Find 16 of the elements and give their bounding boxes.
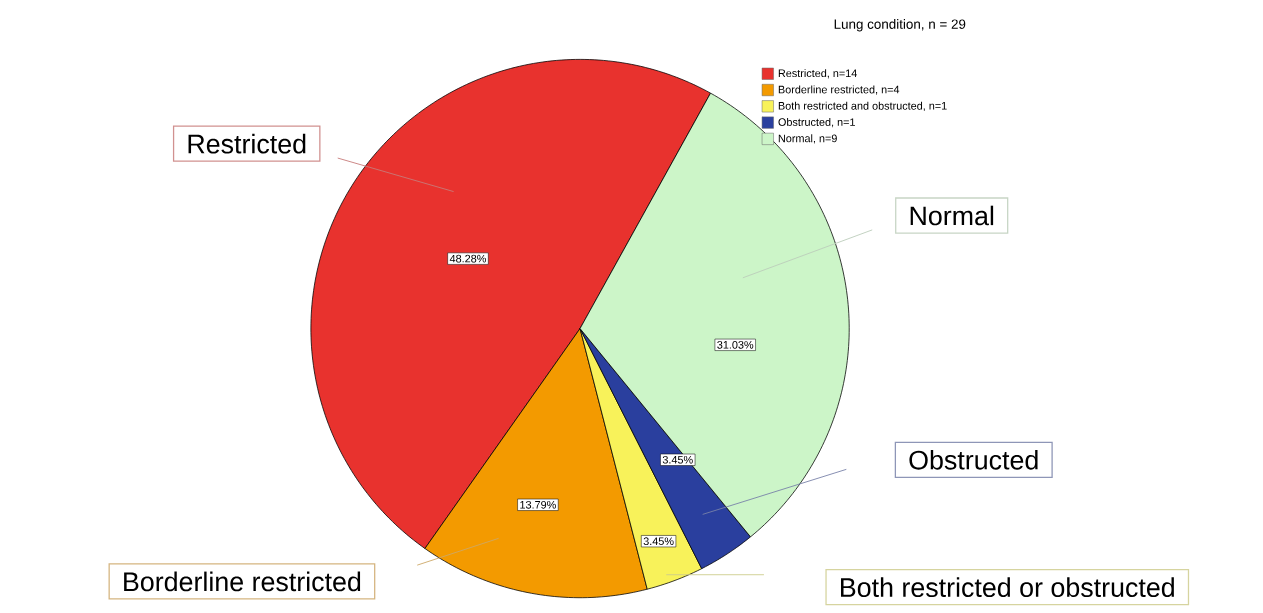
text: Normal <box>910 205 994 226</box>
legend-label: Obstructed, n=1 <box>778 117 855 128</box>
legend-label: Normal, n=9 <box>778 134 837 144</box>
legend-label: Restricted, n=14 <box>778 69 857 79</box>
legend-label: Both restricted and obstructed, n=1 <box>778 101 947 111</box>
text: Restricted <box>188 133 306 154</box>
data-label: 3.45% <box>643 537 674 546</box>
legend-label: Borderline restricted, n=4 <box>778 85 900 95</box>
text: Both restricted or obstructed <box>841 577 1174 598</box>
data-label: 3.45% <box>662 455 693 464</box>
data-label: 13.79% <box>520 500 556 509</box>
data-label: 31.03% <box>717 340 754 349</box>
legend-title: Lung condition, n = 29 <box>834 19 966 32</box>
text: Obstructed <box>909 449 1038 470</box>
text: Borderline restricted <box>124 571 361 592</box>
data-label: 48.28% <box>449 254 487 263</box>
